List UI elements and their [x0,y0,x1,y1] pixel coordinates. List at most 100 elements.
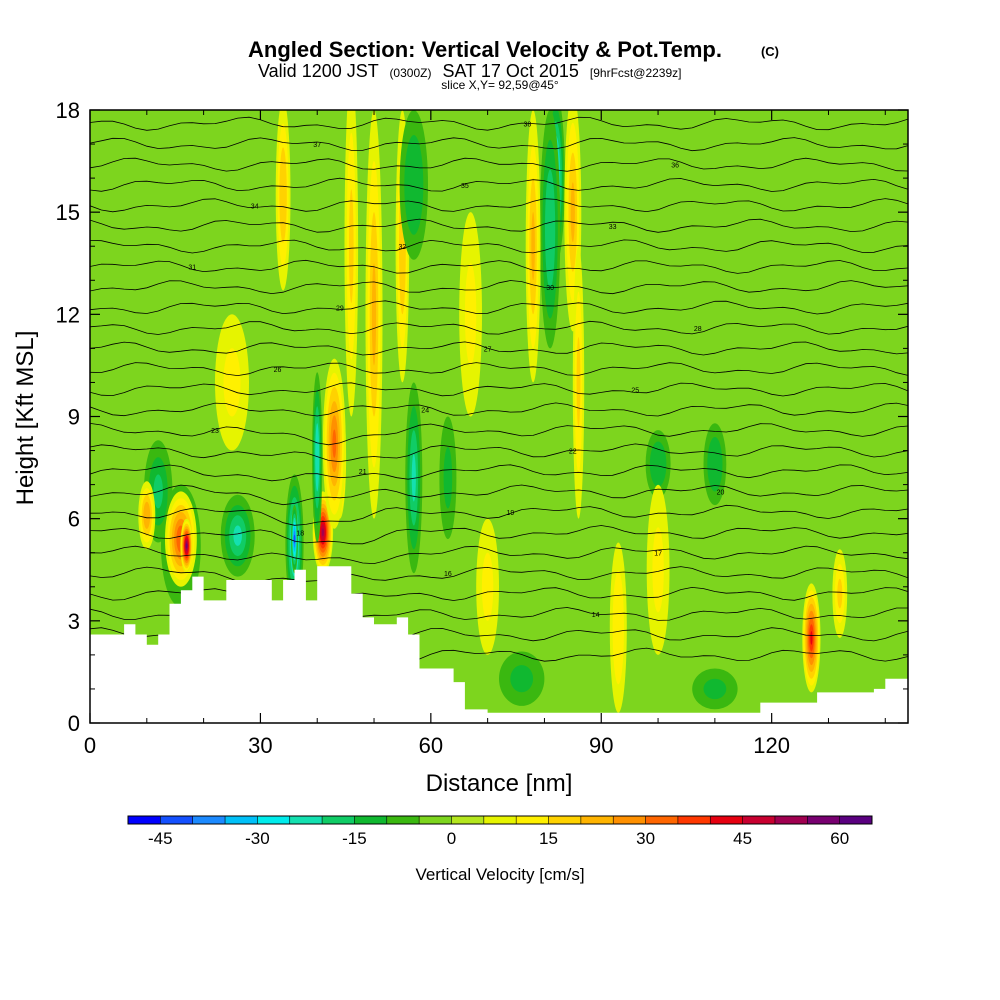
isentrope-label: 29 [336,306,344,313]
velocity-cell [692,668,738,710]
colorbar-swatch [419,816,452,824]
velocity-contour-fill [371,263,377,366]
colorbar-swatch [192,816,226,824]
velocity-cell [312,372,323,543]
velocity-cell [609,542,627,713]
colorbar-swatch [386,816,420,824]
velocity-cell [459,212,482,417]
isentrope-line [90,300,908,315]
isentrope-label: 31 [188,265,196,272]
chart-title: Angled Section: Vertical Velocity & Pot.… [248,37,722,62]
velocity-cell [215,314,249,451]
velocity-cell [399,110,428,260]
isentrope-line [90,239,908,254]
colorbar-tick-label: 15 [539,829,558,848]
isentrope-label: 27 [484,346,492,353]
x-tick-label: 0 [84,733,96,758]
isentrope-line [90,320,908,335]
velocity-contour-fill [145,508,149,523]
isentrope-label: 25 [631,387,639,394]
forecast-label: [9hrFcst@2239z] [590,66,682,80]
x-tick-label: 30 [248,733,272,758]
velocity-cell [499,651,545,706]
velocity-cell [802,583,821,693]
isentrope-label: 37 [313,142,321,149]
valid-prefix: Valid 1200 JST [258,61,379,81]
colorbar-swatch [807,816,841,824]
colorbar-swatch [516,816,550,824]
x-tick-label: 120 [753,733,790,758]
colorbar-tick-label: -45 [148,829,173,848]
colorbar-swatch [483,816,517,824]
colorbar-swatch [257,816,291,824]
isentrope-label: 28 [694,326,702,333]
isentrope-line [90,198,908,213]
isentrope-label: 14 [592,612,600,619]
velocity-contour-fill [576,337,581,428]
velocity-cell [832,549,848,638]
colorbar-swatch [548,816,582,824]
velocity-cell [275,110,291,291]
isentrope-line [90,362,908,377]
isentrope-label: 23 [211,428,219,435]
isentrope-line [90,504,908,526]
velocity-cell [180,518,193,574]
isentrope-label: 18 [296,530,304,537]
velocity-contour-fill [464,263,477,366]
isentrope-line [90,382,908,397]
isentrope-label: 19 [507,510,515,517]
plot-area: 1313141516171819202122232425262728293031… [90,110,908,723]
vertical-velocity-field [138,110,848,713]
x-axis-title: Distance [nm] [426,770,573,797]
isentrope-line [90,566,908,584]
velocity-cell [439,416,457,540]
valid-date: SAT 17 Oct 2015 [442,61,578,81]
velocity-contour-fill [703,678,727,700]
isentrope-label: 32 [399,244,407,251]
isentrope-line [90,280,908,295]
velocity-contour-fill [409,159,419,210]
colorbar-tick-label: 60 [830,829,849,848]
isentrope-label: 38 [524,122,532,129]
velocity-cell [138,481,156,550]
isentrope-label: 24 [421,408,429,415]
valid-time-line: Valid 1200 JST (0300Z) SAT 17 Oct 2015 [… [258,61,681,81]
colorbar-swatch [613,816,647,824]
isentrope-label: 26 [274,367,282,374]
chart-title-unit: (C) [761,44,779,59]
isentrope-line [90,218,908,233]
velocity-contour-fill [510,665,534,693]
y-tick-label: 0 [68,711,80,736]
velocity-contour-fill [185,543,188,549]
terrain-mask [90,566,908,723]
isentrope-line [90,157,908,172]
velocity-cell [703,423,727,506]
isentrope-label: 33 [609,224,617,231]
velocity-contour-fill [570,182,575,242]
isentrope-line [90,484,908,506]
x-tick-label: 90 [589,733,613,758]
colorbar-frame [127,815,873,825]
velocity-cell [344,110,359,417]
isentrope-label: 16 [444,571,452,578]
velocity-contour-fill [223,348,241,417]
isentrope-line [90,259,908,274]
isentrope-line [90,464,908,482]
velocity-cell [646,484,670,655]
isentrope-line [90,137,908,152]
velocity-contour-fill [652,527,664,613]
isentrope-label: 30 [546,285,554,292]
y-tick-label: 18 [56,98,80,123]
velocity-contour-fill [547,199,553,259]
colorbar-swatch [289,816,323,824]
velocity-contour-fill [711,450,719,478]
isentrope-line [90,116,908,131]
colorbar-swatch [160,816,194,824]
velocity-cell [525,110,541,383]
velocity-contour-fill [531,212,535,281]
colorbar-tick-label: 45 [733,829,752,848]
colorbar-tick-label: 30 [636,829,655,848]
isentrope-label: 36 [671,163,679,170]
velocity-contour-fill [349,189,354,303]
